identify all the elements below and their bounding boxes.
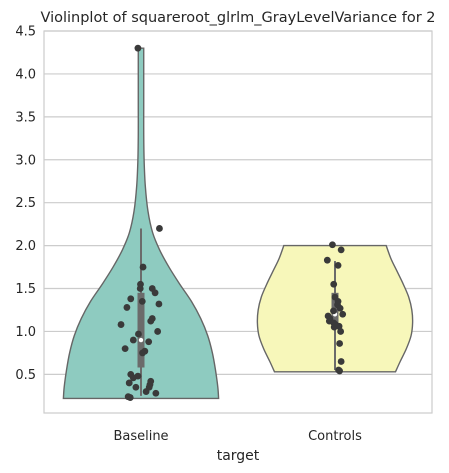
y-tick-label: 2.0 bbox=[15, 239, 36, 254]
iqr-box-baseline bbox=[137, 292, 145, 368]
data-point bbox=[154, 328, 162, 335]
y-tick-label: 3.5 bbox=[15, 110, 36, 125]
y-tick-label: 1.5 bbox=[15, 282, 36, 297]
data-point bbox=[155, 300, 163, 308]
data-point bbox=[126, 394, 134, 401]
data-point bbox=[151, 289, 159, 297]
data-point bbox=[337, 358, 345, 365]
data-point bbox=[323, 256, 331, 264]
y-axis-ticks: 0.5 1.0 1.5 2.0 2.5 3.0 3.5 4.0 4.5 bbox=[15, 25, 36, 383]
data-point bbox=[330, 280, 338, 288]
data-point bbox=[132, 383, 140, 391]
median-marker-baseline bbox=[138, 337, 144, 343]
data-point bbox=[138, 298, 146, 305]
data-point bbox=[336, 340, 344, 347]
data-point bbox=[147, 317, 155, 325]
data-point bbox=[330, 307, 337, 315]
data-point bbox=[121, 345, 129, 353]
strip-points bbox=[117, 44, 347, 401]
y-tick-label: 4.0 bbox=[15, 67, 36, 82]
data-point bbox=[136, 285, 144, 292]
data-point bbox=[337, 328, 345, 335]
data-point bbox=[134, 44, 142, 52]
y-tick-label: 3.0 bbox=[15, 153, 36, 168]
y-tick-label: 2.5 bbox=[15, 196, 36, 211]
y-tick-label: 1.0 bbox=[15, 325, 36, 340]
data-point bbox=[125, 379, 133, 387]
data-point bbox=[139, 349, 146, 357]
x-tick-label: Baseline bbox=[113, 429, 168, 444]
x-tick-label: Controls bbox=[308, 429, 362, 444]
data-point bbox=[129, 374, 137, 382]
data-point bbox=[334, 261, 342, 269]
data-point bbox=[337, 246, 345, 254]
data-point bbox=[129, 336, 137, 344]
data-point bbox=[329, 241, 336, 249]
data-point bbox=[339, 310, 347, 318]
data-point bbox=[127, 295, 135, 303]
data-point bbox=[336, 367, 344, 375]
data-point bbox=[152, 389, 160, 397]
data-point bbox=[123, 304, 131, 311]
chart-title: Violinplot of squareroot_glrlm_GrayLevel… bbox=[40, 10, 435, 26]
plot-frame bbox=[43, 30, 433, 414]
data-point bbox=[117, 321, 125, 328]
y-tick-label: 4.5 bbox=[15, 25, 36, 40]
data-point bbox=[139, 263, 147, 271]
x-axis-ticks: Baseline Controls bbox=[113, 429, 362, 444]
x-axis-label: target bbox=[217, 448, 260, 464]
data-point bbox=[135, 330, 142, 338]
data-point bbox=[142, 388, 150, 395]
y-tick-label: 0.5 bbox=[15, 368, 36, 383]
data-point bbox=[330, 323, 338, 331]
data-point bbox=[336, 304, 344, 312]
data-point bbox=[156, 225, 163, 232]
data-point bbox=[145, 338, 153, 346]
